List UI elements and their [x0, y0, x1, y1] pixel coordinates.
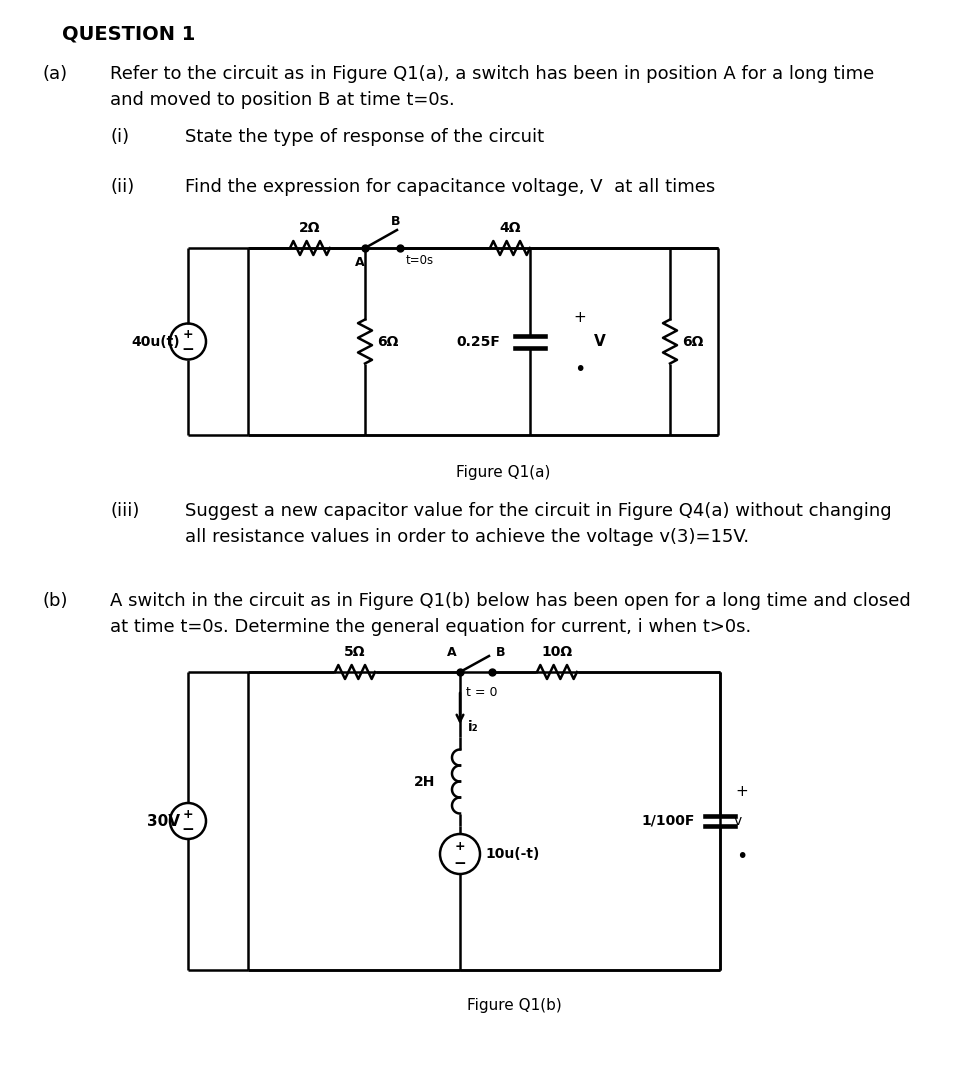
Text: •: • — [573, 360, 585, 379]
Text: +: + — [183, 328, 193, 341]
Text: +: + — [454, 840, 465, 853]
Text: A: A — [446, 646, 456, 659]
Text: +: + — [735, 783, 747, 798]
Text: 4Ω: 4Ω — [498, 221, 520, 235]
Text: −: − — [453, 855, 466, 870]
Text: i₂: i₂ — [468, 720, 478, 734]
Text: (ii): (ii) — [109, 178, 134, 195]
Text: and moved to position B at time t=0s.: and moved to position B at time t=0s. — [109, 91, 454, 109]
Text: 5Ω: 5Ω — [344, 645, 365, 659]
Text: Find the expression for capacitance voltage, V  at all times: Find the expression for capacitance volt… — [185, 178, 714, 195]
Text: t=0s: t=0s — [405, 254, 434, 267]
Text: Figure Q1(b): Figure Q1(b) — [466, 998, 561, 1013]
Text: Figure Q1(a): Figure Q1(a) — [455, 465, 550, 480]
Text: (a): (a) — [42, 65, 67, 83]
Text: V: V — [593, 334, 605, 349]
Text: all resistance values in order to achieve the voltage v(3)=15V.: all resistance values in order to achiev… — [185, 528, 748, 546]
Text: Suggest a new capacitor value for the circuit in Figure Q4(a) without changing: Suggest a new capacitor value for the ci… — [185, 502, 891, 519]
Text: •: • — [736, 847, 747, 865]
Text: at time t=0s. Determine the general equation for current, i when t>0s.: at time t=0s. Determine the general equa… — [109, 618, 750, 636]
Text: 30V: 30V — [147, 813, 180, 828]
Text: A switch in the circuit as in Figure Q1(b) below has been open for a long time a: A switch in the circuit as in Figure Q1(… — [109, 592, 910, 610]
Text: v: v — [734, 814, 742, 828]
Text: 0.25F: 0.25F — [455, 335, 499, 349]
Text: QUESTION 1: QUESTION 1 — [62, 25, 195, 44]
Text: Refer to the circuit as in Figure Q1(a), a switch has been in position A for a l: Refer to the circuit as in Figure Q1(a),… — [109, 65, 873, 83]
Text: −: − — [182, 822, 194, 837]
Text: A: A — [355, 256, 364, 269]
Text: (i): (i) — [109, 129, 129, 146]
Text: 2H: 2H — [413, 774, 435, 788]
Text: (iii): (iii) — [109, 502, 140, 519]
Text: +: + — [573, 310, 586, 325]
Text: B: B — [495, 646, 505, 659]
Text: (b): (b) — [42, 592, 67, 610]
Text: +: + — [183, 808, 193, 821]
Text: 1/100F: 1/100F — [641, 814, 695, 828]
Text: B: B — [391, 215, 401, 228]
Text: t = 0: t = 0 — [465, 686, 497, 699]
Text: 10u(-t): 10u(-t) — [485, 847, 539, 861]
Text: 40u(t): 40u(t) — [131, 335, 180, 349]
Text: 6Ω: 6Ω — [681, 335, 702, 349]
Text: 2Ω: 2Ω — [299, 221, 320, 235]
Text: −: − — [182, 342, 194, 357]
Text: 6Ω: 6Ω — [376, 335, 398, 349]
Text: State the type of response of the circuit: State the type of response of the circui… — [185, 129, 543, 146]
Text: 10Ω: 10Ω — [541, 645, 572, 659]
